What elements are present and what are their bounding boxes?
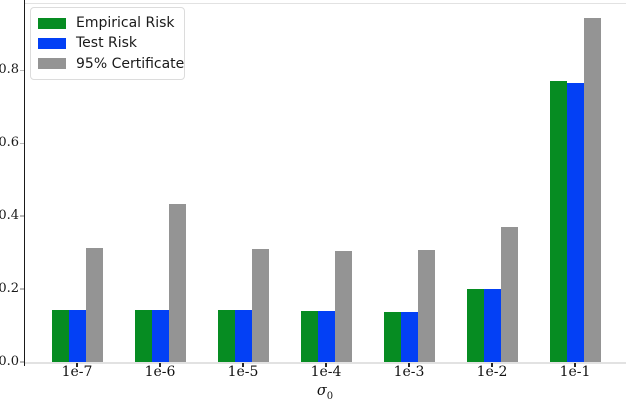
sigma-symbol: σ xyxy=(316,383,327,399)
legend-label: 95% Certificate xyxy=(76,55,185,72)
x-tick-label-1e-1: 1e-1 xyxy=(559,364,591,380)
y-tick-label-0.0: 0.0 xyxy=(0,354,19,369)
top-axis-line xyxy=(25,3,626,5)
bar-95-certificate-1e-5 xyxy=(251,249,269,362)
y-tick-label-0.4: 0.4 xyxy=(0,208,19,224)
y-tick-0.4 xyxy=(20,215,24,217)
bar-95-certificate-1e-4 xyxy=(334,250,352,362)
x-axis-title: σ0 xyxy=(295,383,355,400)
x-tick-1e-6 xyxy=(159,363,161,367)
y-tick-label-0.6: 0.6 xyxy=(0,135,19,151)
x-tick-1e-1 xyxy=(574,363,576,367)
bar-test-risk-1e-5 xyxy=(234,310,252,362)
bar-95-certificate-1e-1 xyxy=(583,17,601,362)
legend-label: Test Risk xyxy=(76,35,138,52)
x-tick-label-1e-2: 1e-2 xyxy=(476,364,508,380)
bar-empirical-risk-1e-4 xyxy=(300,310,318,362)
y-tick-label-0.2: 0.2 xyxy=(0,281,19,297)
bar-test-risk-1e-1 xyxy=(566,82,584,362)
bar-95-certificate-1e-3 xyxy=(417,250,435,362)
bar-empirical-risk-1e-3 xyxy=(383,311,401,362)
x-tick-label-1e-7: 1e-7 xyxy=(61,364,93,380)
y-axis-line xyxy=(24,0,26,366)
legend-swatch-icon xyxy=(38,17,66,29)
legend-item-empirical-risk: Empirical Risk xyxy=(38,13,178,33)
bar-95-certificate-1e-7 xyxy=(85,247,103,362)
bar-test-risk-1e-7 xyxy=(68,310,86,362)
y-tick-0.6 xyxy=(20,142,24,145)
sigma-subscript: 0 xyxy=(326,390,334,400)
bar-test-risk-1e-4 xyxy=(317,310,335,362)
x-tick-label-1e-4: 1e-4 xyxy=(310,364,342,380)
x-tick-label-1e-3: 1e-3 xyxy=(393,364,425,380)
x-tick-1e-7 xyxy=(76,363,78,367)
x-tick-1e-3 xyxy=(408,363,410,367)
bar-test-risk-1e-3 xyxy=(400,311,418,362)
bar-test-risk-1e-6 xyxy=(151,310,169,362)
y-tick-0.0 xyxy=(20,361,24,363)
bar-empirical-risk-1e-1 xyxy=(549,80,567,362)
bar-empirical-risk-1e-7 xyxy=(51,310,69,362)
x-tick-1e-2 xyxy=(491,363,493,367)
x-axis-line xyxy=(24,362,626,364)
bar-empirical-risk-1e-2 xyxy=(466,288,484,362)
legend-label: Empirical Risk xyxy=(76,15,175,32)
bar-empirical-risk-1e-6 xyxy=(134,310,152,362)
y-tick-0.8 xyxy=(20,69,24,72)
bar-test-risk-1e-2 xyxy=(483,289,501,362)
x-tick-1e-5 xyxy=(242,363,244,367)
x-tick-1e-4 xyxy=(325,363,327,367)
y-tick-label-0.8: 0.8 xyxy=(0,62,19,78)
legend-box: Empirical Risk Test Risk 95% Certificate xyxy=(30,7,185,80)
y-tick-0.2 xyxy=(20,288,24,290)
legend-swatch-icon xyxy=(38,37,66,49)
bar-empirical-risk-1e-5 xyxy=(217,310,235,362)
bar-95-certificate-1e-6 xyxy=(168,203,186,362)
legend-item-95-certificate: 95% Certificate xyxy=(38,54,184,74)
legend-item-test-risk: Test Risk xyxy=(38,33,178,53)
bar-95-certificate-1e-2 xyxy=(500,227,518,362)
legend-swatch-icon xyxy=(38,58,66,70)
x-tick-label-1e-5: 1e-5 xyxy=(227,364,259,380)
x-tick-label-1e-6: 1e-6 xyxy=(144,364,176,380)
